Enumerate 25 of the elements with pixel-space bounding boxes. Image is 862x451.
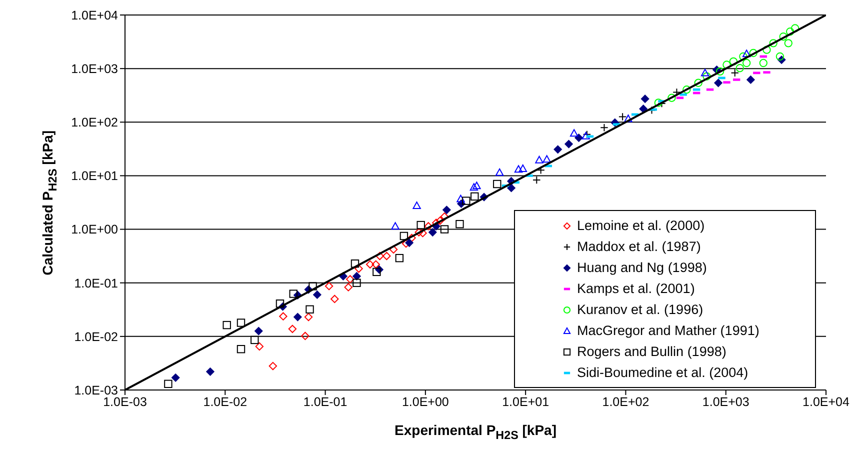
x-tick-label: 1.0E-03	[103, 394, 147, 409]
y-tick-label: 1.0E+04	[71, 8, 118, 22]
legend-label: Kuranov et al. (1996)	[577, 302, 704, 317]
y-tick-label: 1.0E-02	[74, 330, 118, 344]
y-tick-label: 1.0E-03	[74, 383, 118, 398]
x-tick-label: 1.0E+04	[802, 394, 850, 409]
legend-label: Huang and Ng (1998)	[577, 260, 707, 275]
legend-label: Lemoine et al. (2000)	[577, 218, 705, 233]
x-tick-label: 1.0E+00	[402, 394, 449, 409]
legend-label: MacGregor and Mather (1991)	[577, 323, 760, 338]
y-tick-label: 1.0E+02	[71, 116, 118, 130]
legend-label: Rogers and Bullin (1998)	[577, 344, 726, 359]
x-tick-label: 1.0E-01	[303, 394, 348, 409]
x-tick-label: 1.0E-02	[203, 394, 248, 409]
y-tick-label: 1.0E+00	[71, 222, 118, 237]
x-tick-label: 1.0E+01	[502, 394, 550, 409]
x-tick-label: 1.0E+03	[702, 394, 750, 409]
y-tick-label: 1.0E+03	[71, 62, 118, 76]
legend-label: Kamps et al. (2001)	[577, 281, 695, 296]
y-tick-label: 1.0E+01	[71, 169, 118, 184]
legend-label: Maddox et al. (1987)	[577, 239, 701, 254]
y-tick-label: 1.0E-01	[74, 276, 118, 290]
x-axis-title: Experimental P$_{H2S}$ [kPa]	[394, 422, 558, 442]
legend-label: Sidi-Boumedine et al. (2004)	[577, 365, 748, 380]
x-tick-label: 1.0E+02	[602, 394, 650, 409]
